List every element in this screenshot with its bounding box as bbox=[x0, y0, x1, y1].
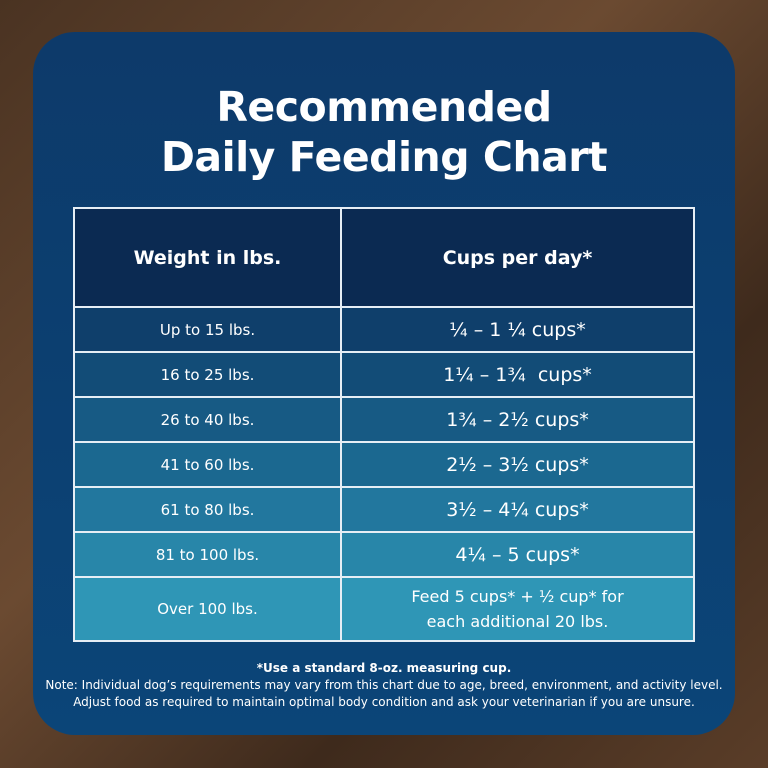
table-row: Up to 15 lbs. ¼ – 1 ¼ cups* bbox=[73, 306, 695, 353]
title-line-2: Daily Feeding Chart bbox=[160, 133, 608, 181]
note-line-1: Note: Individual dog’s requirements may … bbox=[45, 678, 723, 692]
table-row: 26 to 40 lbs. 1¾ – 2½ cups* bbox=[73, 396, 695, 443]
title-line-1: Recommended bbox=[216, 83, 552, 131]
footnotes: *Use a standard 8-oz. measuring cup. Not… bbox=[0, 660, 768, 711]
header-cups: Cups per day* bbox=[340, 207, 695, 308]
weight-cell: 61 to 80 lbs. bbox=[73, 486, 342, 533]
table-row: 81 to 100 lbs. 4¼ – 5 cups* bbox=[73, 531, 695, 578]
table-row: 61 to 80 lbs. 3½ – 4¼ cups* bbox=[73, 486, 695, 533]
table-row: Over 100 lbs. Feed 5 cups* + ½ cup* for ea… bbox=[73, 576, 695, 642]
weight-cell: 26 to 40 lbs. bbox=[73, 396, 342, 443]
weight-cell: 41 to 60 lbs. bbox=[73, 441, 342, 488]
cups-cell: 2½ – 3½ cups* bbox=[340, 441, 695, 488]
cups-cell: 4¼ – 5 cups* bbox=[340, 531, 695, 578]
header-weight: Weight in lbs. bbox=[73, 207, 342, 308]
table-header: Weight in lbs. Cups per day* bbox=[73, 207, 695, 308]
table-row: 41 to 60 lbs. 2½ – 3½ cups* bbox=[73, 441, 695, 488]
note-line-2: Adjust food as required to maintain opti… bbox=[73, 695, 695, 709]
weight-cell: Over 100 lbs. bbox=[73, 576, 342, 642]
cups-cell: 1¾ – 2½ cups* bbox=[340, 396, 695, 443]
cups-cell: ¼ – 1 ¼ cups* bbox=[340, 306, 695, 353]
cups-line-1: Feed 5 cups* + ½ cup* for bbox=[411, 587, 624, 606]
cups-cell: 3½ – 4¼ cups* bbox=[340, 486, 695, 533]
cups-cell: 1¼ – 1¾ cups* bbox=[340, 351, 695, 398]
cups-cell: Feed 5 cups* + ½ cup* for each additional… bbox=[340, 576, 695, 642]
measuring-note: *Use a standard 8-oz. measuring cup. bbox=[256, 661, 512, 675]
feeding-table: Weight in lbs. Cups per day* Up to 15 lb… bbox=[73, 207, 695, 642]
table-row: 16 to 25 lbs. 1¼ – 1¾ cups* bbox=[73, 351, 695, 398]
weight-cell: 16 to 25 lbs. bbox=[73, 351, 342, 398]
weight-cell: Up to 15 lbs. bbox=[73, 306, 342, 353]
cups-line-2: each additional 20 lbs. bbox=[426, 612, 609, 631]
weight-cell: 81 to 100 lbs. bbox=[73, 531, 342, 578]
chart-title: Recommended Daily Feeding Chart bbox=[0, 82, 768, 182]
